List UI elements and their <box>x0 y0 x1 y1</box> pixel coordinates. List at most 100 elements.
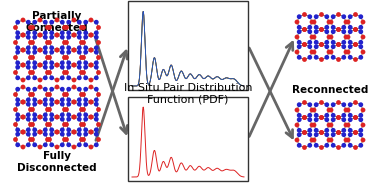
Circle shape <box>307 25 312 30</box>
Circle shape <box>37 48 42 52</box>
Circle shape <box>66 35 71 40</box>
Circle shape <box>310 123 314 127</box>
Circle shape <box>26 50 31 55</box>
Circle shape <box>26 65 31 70</box>
Circle shape <box>20 85 25 89</box>
Circle shape <box>336 42 341 47</box>
Circle shape <box>30 122 35 127</box>
Circle shape <box>341 14 346 19</box>
Circle shape <box>314 117 319 122</box>
Circle shape <box>348 55 353 60</box>
Circle shape <box>336 100 341 105</box>
Circle shape <box>13 107 18 112</box>
Circle shape <box>294 138 299 142</box>
Circle shape <box>358 55 363 60</box>
Circle shape <box>83 102 88 107</box>
Circle shape <box>94 117 99 122</box>
Circle shape <box>96 122 101 127</box>
Circle shape <box>94 142 99 147</box>
Circle shape <box>96 107 101 112</box>
Circle shape <box>83 35 88 40</box>
Circle shape <box>47 25 52 30</box>
Circle shape <box>26 60 31 65</box>
Circle shape <box>319 42 324 47</box>
Circle shape <box>15 20 20 25</box>
Circle shape <box>66 30 71 35</box>
Circle shape <box>319 27 324 32</box>
Circle shape <box>336 115 341 120</box>
Circle shape <box>345 50 350 54</box>
Circle shape <box>302 130 307 135</box>
Circle shape <box>77 45 82 50</box>
Circle shape <box>20 115 25 119</box>
Circle shape <box>54 63 59 67</box>
Circle shape <box>81 70 86 75</box>
Circle shape <box>88 85 93 89</box>
Circle shape <box>311 20 316 24</box>
Bar <box>128 97 248 181</box>
Circle shape <box>83 20 88 25</box>
Circle shape <box>353 57 358 62</box>
Circle shape <box>32 132 37 137</box>
Circle shape <box>327 108 332 112</box>
Circle shape <box>302 27 307 32</box>
Circle shape <box>319 115 324 120</box>
Circle shape <box>81 122 86 127</box>
Circle shape <box>344 108 349 112</box>
Circle shape <box>15 132 20 137</box>
Circle shape <box>88 48 93 52</box>
Circle shape <box>324 29 329 34</box>
Circle shape <box>81 25 86 30</box>
Circle shape <box>32 97 37 102</box>
Circle shape <box>60 35 65 40</box>
Circle shape <box>88 63 93 67</box>
Circle shape <box>49 45 54 50</box>
Circle shape <box>20 100 25 104</box>
Circle shape <box>66 60 71 65</box>
Circle shape <box>62 92 67 97</box>
Circle shape <box>37 130 42 134</box>
Circle shape <box>353 115 358 120</box>
Circle shape <box>348 29 353 34</box>
Circle shape <box>37 18 42 22</box>
Circle shape <box>331 113 336 118</box>
Circle shape <box>297 44 302 49</box>
Circle shape <box>331 29 336 34</box>
Circle shape <box>344 123 349 127</box>
Circle shape <box>311 35 316 39</box>
Circle shape <box>358 44 363 49</box>
Circle shape <box>15 117 20 122</box>
Circle shape <box>348 117 353 122</box>
Circle shape <box>49 50 54 55</box>
Circle shape <box>79 25 84 30</box>
Circle shape <box>13 40 18 45</box>
Circle shape <box>62 55 67 60</box>
Circle shape <box>353 130 358 135</box>
Circle shape <box>83 142 88 147</box>
Circle shape <box>49 87 54 92</box>
Circle shape <box>314 14 319 19</box>
Circle shape <box>32 127 37 132</box>
Circle shape <box>30 25 35 30</box>
Circle shape <box>66 117 71 122</box>
Circle shape <box>94 60 99 65</box>
Circle shape <box>94 30 99 35</box>
Circle shape <box>311 50 316 54</box>
Circle shape <box>30 55 35 60</box>
Circle shape <box>20 48 25 52</box>
Text: Fully
Disconnected: Fully Disconnected <box>17 151 97 173</box>
Circle shape <box>71 33 76 37</box>
Circle shape <box>328 20 333 24</box>
Circle shape <box>15 35 20 40</box>
Circle shape <box>71 18 76 22</box>
Circle shape <box>37 130 42 134</box>
Circle shape <box>60 127 65 132</box>
Circle shape <box>294 123 299 127</box>
Circle shape <box>26 20 31 25</box>
Circle shape <box>83 65 88 70</box>
Circle shape <box>54 18 59 22</box>
Circle shape <box>71 48 76 52</box>
Circle shape <box>324 55 329 60</box>
Circle shape <box>13 55 18 60</box>
Circle shape <box>54 48 59 52</box>
